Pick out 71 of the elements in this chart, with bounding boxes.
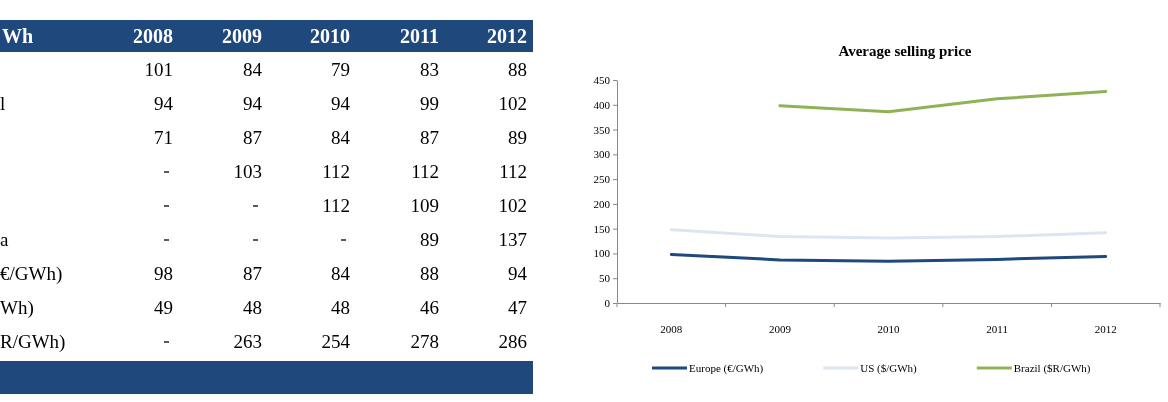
y-axis-title: Wh [2, 25, 34, 47]
data-label: 48 [243, 297, 262, 318]
data-label: 112 [322, 195, 350, 216]
y-tick-label: a [0, 229, 9, 250]
data-label: 102 [498, 93, 527, 114]
x-tick-label: 2009 [222, 25, 262, 47]
data-label: 112 [411, 161, 439, 182]
data-label: 46 [420, 297, 439, 318]
y-tick-label: Wh) [0, 297, 34, 319]
y-tick-label: 450 [593, 74, 611, 87]
line-series [669, 228, 1108, 240]
data-label: 94 [154, 93, 174, 114]
data-label: 102 [498, 195, 527, 216]
data-label: 112 [499, 161, 527, 182]
x-tick-label: 2009 [768, 322, 792, 335]
legend-label: Brazil ($R/GWh) [1013, 362, 1091, 375]
data-label: 103 [233, 161, 262, 182]
y-tick-label: 50 [599, 272, 611, 285]
y-tick-label: l [0, 93, 6, 114]
data-label: 49 [154, 297, 173, 318]
data-label: 137 [498, 229, 527, 250]
y-tick-label: 0 [604, 297, 611, 310]
x-tick-label: 2010 [310, 25, 350, 47]
x-tick-label: 2012 [1094, 322, 1117, 335]
data-label: 71 [154, 127, 173, 148]
y-tick-label: R/GWh) [0, 331, 66, 353]
y-tick-label: €/GWh) [0, 263, 63, 285]
data-label: 99 [420, 93, 439, 114]
data-label: 286 [498, 331, 527, 352]
x-tick-label: 2008 [133, 25, 173, 47]
x-tick-label: 2010 [877, 322, 900, 335]
data-label: 98 [154, 263, 173, 284]
line-series [778, 89, 1108, 114]
data-label: 79 [331, 59, 350, 80]
y-tick-label: 250 [593, 173, 611, 186]
data-label: 89 [508, 127, 527, 148]
legend-label: Europe (€/GWh) [689, 362, 764, 375]
data-label: 87 [420, 127, 439, 148]
data-label: 94 [243, 93, 263, 114]
data-label: 94 [331, 93, 351, 114]
x-tick-label: 2011 [400, 25, 439, 47]
data-label: 109 [410, 195, 439, 216]
data-label: 254 [321, 331, 351, 352]
data-label: 84 [243, 59, 263, 80]
data-label: 278 [410, 331, 439, 352]
line-series [669, 252, 1108, 263]
data-label: 94 [508, 263, 528, 284]
legend-label: US ($/GWh) [860, 362, 918, 375]
y-tick-label: 150 [593, 222, 611, 235]
data-label: 84 [331, 263, 351, 284]
data-label: 101 [144, 59, 173, 80]
y-tick-label: 400 [593, 98, 611, 111]
data-label: 88 [420, 263, 439, 284]
data-label: 88 [508, 59, 527, 80]
data-label: 87 [243, 263, 262, 284]
data-label: 48 [331, 297, 350, 318]
data-label: 84 [331, 127, 351, 148]
data-label: 89 [420, 229, 439, 250]
x-tick-label: 2011 [986, 322, 1008, 335]
y-tick-label: 100 [593, 247, 611, 260]
y-tick-label: 350 [593, 123, 611, 136]
y-tick-label: 200 [593, 197, 611, 210]
data-label: 112 [322, 161, 350, 182]
data-label: 47 [508, 297, 527, 318]
data-label: 263 [233, 331, 262, 352]
chart-title: Average selling price [838, 43, 972, 59]
x-tick-label: 2012 [487, 25, 527, 47]
y-tick-label: 300 [593, 148, 611, 161]
data-label: 83 [420, 59, 439, 80]
x-tick-label: 2008 [660, 322, 683, 335]
data-label: 87 [243, 127, 262, 148]
